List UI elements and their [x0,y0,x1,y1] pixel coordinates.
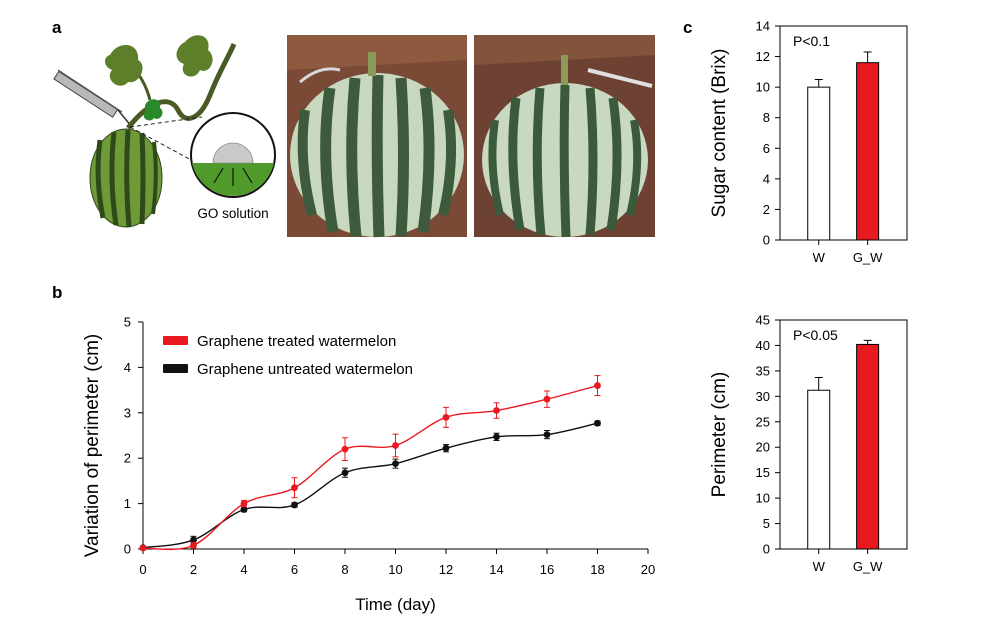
y-tick-label: 1 [124,496,131,511]
photo-treated-watermelon [474,35,655,238]
go-solution-label: GO solution [197,206,268,221]
y-tick-label: 40 [756,338,770,353]
sugar-chart-y-axis-label: Sugar content (Brix) [709,49,730,218]
y-tick-label: 5 [763,516,770,531]
y-tick-label: 2 [124,451,131,466]
data-point-series-0 [291,484,298,492]
y-tick-label: 0 [763,542,770,557]
data-point-series-0 [392,442,399,449]
y-tick-label: 10 [756,491,770,506]
leaf-icon [105,35,213,121]
perimeter-chart-p-value: P<0.05 [793,327,838,343]
legend-swatch-1 [163,364,188,373]
x-tick-label: 14 [489,562,503,577]
perimeter-bar-chart: Perimeter (cm) P<0.05 0 5 10 15 20 25 30 35 40 45… [709,313,908,574]
y-tick-label: 4 [763,171,770,186]
panel-letter-a: a [52,18,62,37]
bar-g-w [856,343,880,550]
data-point-series-1 [493,433,500,441]
y-tick-label: 2 [763,202,770,217]
x-tick-label: 6 [291,562,298,577]
watermelon-icon [89,128,163,228]
plot-frame [779,319,908,550]
y-tick-label: 20 [756,440,770,455]
legend-label-untreated: Graphene untreated watermelon [197,361,413,378]
panel-letter-c: c [683,18,692,37]
y-tick-label: 45 [756,313,770,328]
x-tick-label: G_W [853,559,883,574]
y-tick-label: 30 [756,389,770,404]
y-tick-label: 5 [124,315,131,330]
x-tick-label: W [813,250,826,265]
x-tick-label: 8 [341,562,348,577]
x-tick-label: 0 [139,562,146,577]
line-chart-x-axis-label: Time (day) [355,595,436,614]
go-injection-schematic: GO solution [53,35,276,228]
data-point-series-0 [442,413,450,421]
go-droplet-magnifier [190,112,276,198]
x-tick-label: 2 [190,562,197,577]
data-point-series-0 [139,544,147,552]
series-line-1 [142,422,598,549]
data-point-series-0 [190,541,197,549]
series-line-0 [142,384,598,551]
x-tick-label: 16 [540,562,554,577]
data-point-series-0 [543,395,551,403]
sugar-content-bar-chart: Sugar content (Brix) P<0.1 0 2 4 6 8 10 12 14 W G… [709,19,908,265]
line-chart-y-axis-label: Variation of perimeter (cm) [82,334,103,558]
data-point-series-0 [341,445,349,453]
data-point-series-0 [240,500,248,507]
x-tick-label: 18 [590,562,604,577]
data-point-series-1 [543,431,551,438]
perimeter-chart-y-axis-label: Perimeter (cm) [709,372,730,498]
data-point-series-1 [594,419,601,427]
perimeter-variation-line-chart: Variation of perimeter (cm) Time (day) G… [82,315,655,615]
bar-g-w [856,62,880,241]
data-point-series-1 [291,501,298,509]
bar-w [807,389,831,550]
y-tick-label: 10 [756,80,770,95]
y-tick-label: 15 [756,465,770,480]
data-point-series-1 [392,460,399,468]
data-point-series-1 [442,444,450,452]
plot-frame [779,25,908,241]
data-point-series-0 [493,407,500,414]
x-tick-label: 10 [388,562,402,577]
panel-letter-b: b [52,283,62,302]
data-point-series-1 [341,469,349,477]
y-tick-label: 4 [124,360,131,375]
y-tick-label: 0 [124,542,131,557]
x-tick-label: 4 [240,562,247,577]
y-tick-label: 25 [756,414,770,429]
y-tick-label: 6 [763,141,770,156]
x-tick-label: 12 [439,562,453,577]
bar-w [807,86,831,241]
legend-swatch-0 [163,336,188,345]
y-tick-label: 35 [756,363,770,378]
photo-untreated-watermelon [287,35,467,238]
x-tick-label: 20 [641,562,655,577]
x-tick-label: W [813,559,826,574]
y-tick-label: 12 [756,49,770,64]
data-point-series-0 [594,382,601,389]
y-tick-label: 14 [756,19,770,34]
y-tick-label: 0 [763,233,770,248]
y-tick-label: 3 [124,405,131,420]
sugar-chart-p-value: P<0.1 [793,33,830,49]
legend-label-treated: Graphene treated watermelon [197,333,396,350]
data-point-series-1 [190,536,197,544]
x-tick-label: G_W [853,250,883,265]
data-point-series-1 [240,506,248,513]
y-tick-label: 8 [763,110,770,125]
